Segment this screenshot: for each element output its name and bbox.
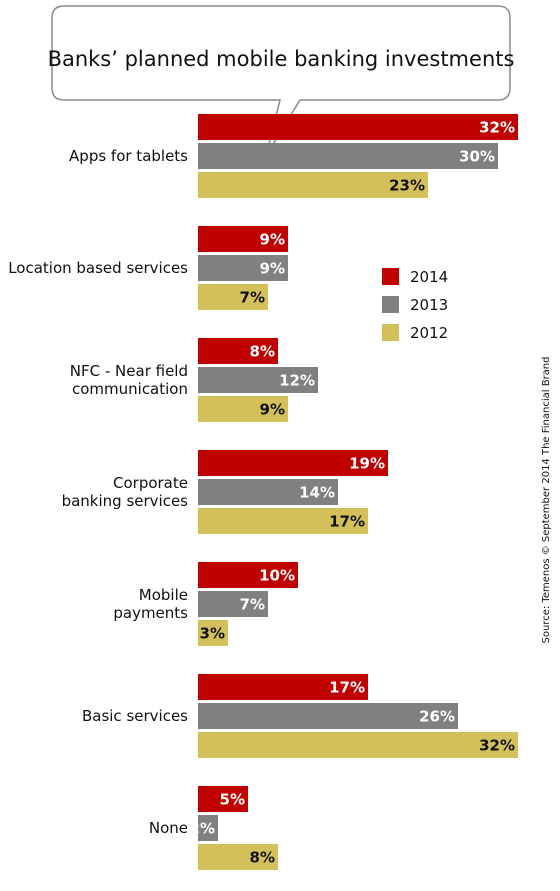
category-label: NFC - Near field: [70, 362, 188, 380]
source-note: Source: Temenos © September 2014 The Fin…: [541, 357, 552, 644]
category-label: payments: [113, 604, 188, 622]
bar-2013: [198, 703, 458, 729]
data-label: 3%: [200, 625, 225, 643]
category-label: banking services: [62, 492, 189, 510]
legend: 2014 2013 2012: [382, 268, 448, 342]
data-label: 12%: [279, 372, 315, 390]
bar-2013: [198, 815, 218, 841]
data-label: 17%: [329, 513, 365, 531]
data-label: 32%: [479, 737, 515, 755]
data-label: 7%: [240, 596, 265, 614]
bar-2012: [198, 620, 228, 646]
data-label: 23%: [389, 177, 425, 195]
legend-label: 2012: [410, 324, 448, 342]
bar-group: 17% 26% 32% Basic services: [82, 674, 518, 758]
bar-2013: [198, 367, 318, 393]
data-label: 26%: [419, 708, 455, 726]
category-label: Basic services: [82, 707, 188, 725]
bar-2014: [198, 338, 278, 364]
legend-label: 2014: [410, 268, 448, 286]
bar-2014: [198, 562, 298, 588]
bar-2012: [198, 844, 278, 870]
category-label: None: [149, 819, 188, 837]
data-label: 9%: [260, 231, 285, 249]
category-label: Corporate: [113, 474, 188, 492]
bar-2013: [198, 143, 498, 169]
bar-group: 5% 2% 8% None: [149, 786, 278, 870]
legend-swatch: [382, 268, 399, 285]
bar-2014: [198, 226, 288, 252]
data-label: 7%: [240, 289, 265, 307]
data-label: 32%: [479, 119, 515, 137]
chart-title: Banks’ planned mobile banking investment…: [48, 47, 515, 71]
legend-swatch: [382, 296, 399, 313]
bar-2013: [198, 255, 288, 281]
legend-label: 2013: [410, 296, 448, 314]
bar-2012: [198, 508, 368, 534]
bar-2013: [198, 591, 268, 617]
category-label: Location based services: [8, 259, 188, 277]
bar-2012: [198, 396, 288, 422]
bar-2012: [198, 172, 428, 198]
data-label: 30%: [459, 148, 495, 166]
bar-group: 9% 9% 7% Location based services: [8, 226, 288, 310]
bar-2014: [198, 450, 388, 476]
bar-groups: 32% 30% 23% Apps for tablets 9% 9% 7% Location …: [8, 114, 518, 870]
category-label: Apps for tablets: [69, 147, 188, 165]
category-label: Mobile: [139, 586, 188, 604]
bar-group: 32% 30% 23% Apps for tablets: [69, 114, 518, 198]
bar-2012: [198, 284, 268, 310]
data-label: 2%: [190, 820, 215, 838]
data-label: 10%: [259, 567, 295, 585]
bar-2013: [198, 479, 338, 505]
legend-swatch: [382, 324, 399, 341]
title-callout: Banks’ planned mobile banking investment…: [48, 5, 515, 157]
bar-2014: [198, 674, 368, 700]
bar-2012: [198, 732, 518, 758]
data-label: 9%: [260, 401, 285, 419]
category-label: communication: [72, 380, 188, 398]
data-label: 9%: [260, 260, 285, 278]
data-label: 19%: [349, 455, 385, 473]
bar-2014: [198, 786, 248, 812]
bar-2014: [198, 114, 518, 140]
data-label: 5%: [220, 791, 245, 809]
data-label: 14%: [299, 484, 335, 502]
data-label: 17%: [329, 679, 365, 697]
data-label: 8%: [250, 343, 275, 361]
data-label: 8%: [250, 849, 275, 867]
